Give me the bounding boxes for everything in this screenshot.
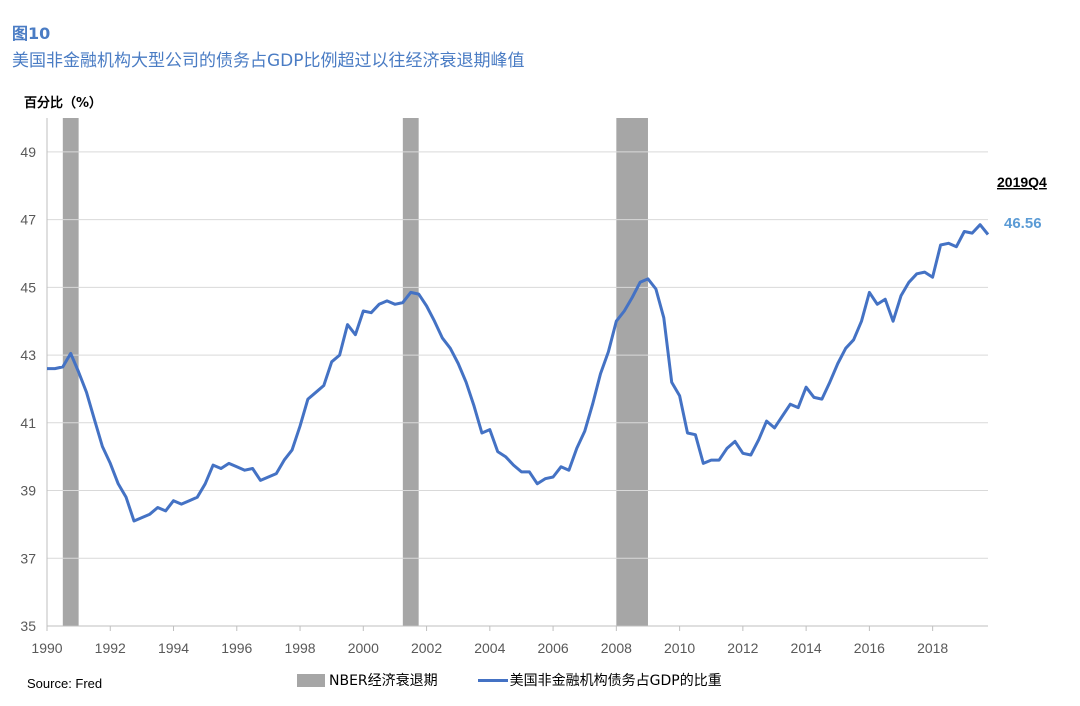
x-tick-label-1996: 1996	[221, 640, 252, 656]
recession-swatch	[297, 673, 325, 687]
x-tick-label-2016: 2016	[854, 640, 885, 656]
x-tick-label-2018: 2018	[917, 640, 948, 656]
y-tick-label-35: 35	[20, 618, 36, 634]
x-tick-label-1992: 1992	[95, 640, 126, 656]
recession-band-2	[402, 118, 419, 626]
period-annotation: 2019Q4	[997, 174, 1047, 190]
legend-recession-label: NBER经济衰退期	[329, 673, 438, 689]
data-points	[46, 223, 990, 522]
x-tick-label-2008: 2008	[601, 640, 632, 656]
legend-item-series: 美国非金融机构债务占GDP的比重	[477, 670, 722, 690]
recession-band-3	[616, 118, 648, 626]
y-tick-labels: 35 37 39 41 43 45 47 49	[20, 144, 36, 634]
x-tick-label-2006: 2006	[538, 640, 569, 656]
recession-band-1	[62, 118, 79, 626]
x-tick-labels: 1990 1992 1994 1996 1998 2000 2002 2004 2006 2008…	[31, 626, 948, 656]
x-tick-label-2002: 2002	[411, 640, 442, 656]
x-tick-label-2004: 2004	[474, 640, 505, 656]
legend-series-label: 美国非金融机构债务占GDP的比重	[509, 673, 722, 689]
legend: NBER经济衰退期 美国非金融机构债务占GDP的比重	[297, 670, 722, 690]
y-tick-label-39: 39	[20, 483, 36, 499]
x-tick-label-2012: 2012	[727, 640, 758, 656]
x-tick-label-2010: 2010	[664, 640, 695, 656]
recession-bands	[62, 118, 648, 626]
figure-label: 图10	[12, 24, 51, 43]
legend-item-recession: NBER经济衰退期	[297, 670, 438, 690]
series-swatch	[477, 678, 508, 682]
x-tick-label-1994: 1994	[158, 640, 189, 656]
x-tick-label-2014: 2014	[791, 640, 822, 656]
figure-title: 美国非金融机构大型公司的债务占GDP比例超过以往经济衰退期峰值	[12, 51, 525, 71]
y-tick-label-45: 45	[20, 279, 36, 295]
y-tick-label-49: 49	[20, 144, 36, 160]
gridlines	[47, 151, 988, 559]
source-note: Source: Fred	[27, 676, 103, 691]
x-tick-label-1990: 1990	[31, 640, 62, 656]
y-tick-label-43: 43	[20, 347, 36, 363]
y-axis-label: 百分比（%）	[24, 95, 102, 111]
x-tick-label-1998: 1998	[284, 640, 315, 656]
x-tick-label-2000: 2000	[348, 640, 379, 656]
y-tick-label-47: 47	[20, 212, 36, 228]
y-tick-label-37: 37	[20, 550, 36, 566]
last-value-annotation: 46.56	[1004, 215, 1042, 232]
debt-to-gdp-line	[47, 223, 990, 523]
y-tick-label-41: 41	[20, 415, 36, 431]
